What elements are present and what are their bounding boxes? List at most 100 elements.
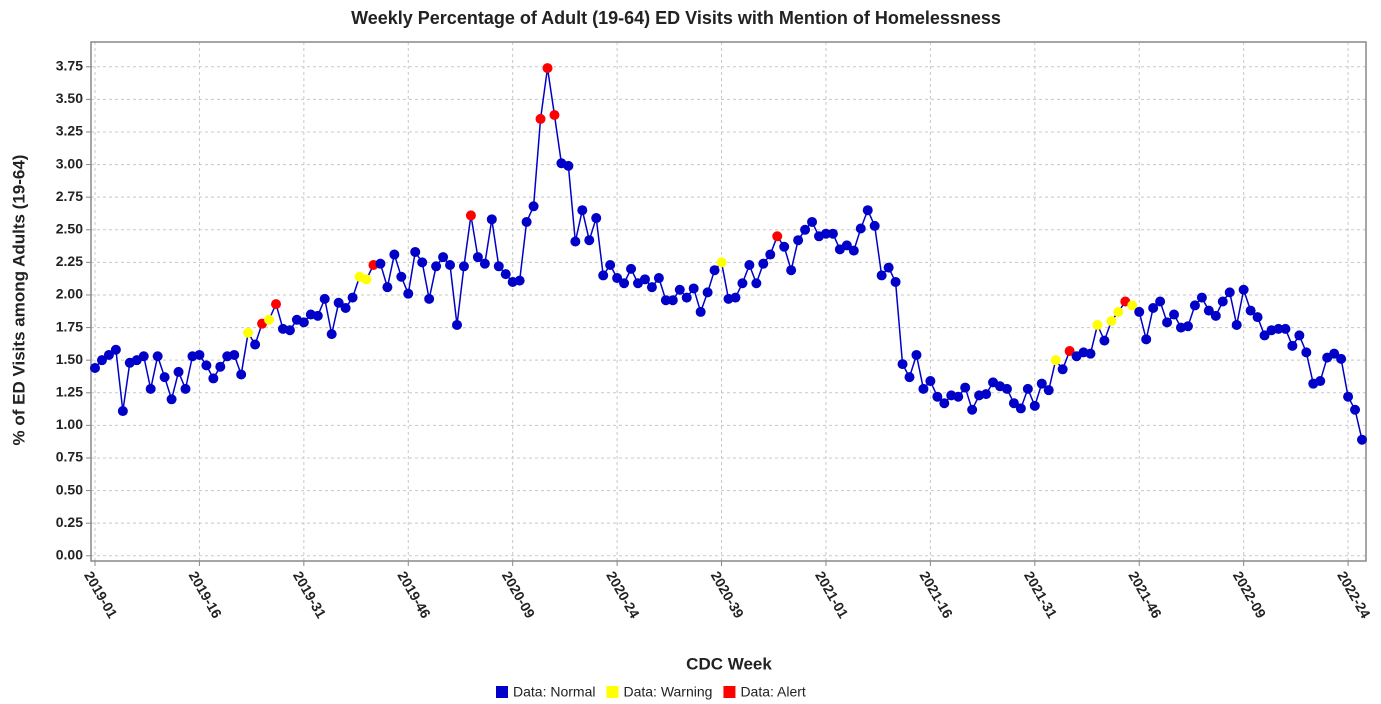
data-point	[1343, 391, 1354, 402]
data-point	[452, 319, 462, 330]
data-point	[159, 372, 170, 383]
series-line	[142, 356, 152, 390]
data-point	[424, 293, 435, 304]
data-point	[514, 275, 525, 286]
series-line	[484, 219, 493, 264]
series-line	[407, 251, 416, 294]
data-point	[1182, 321, 1193, 332]
data-point	[563, 160, 574, 171]
data-point	[820, 228, 831, 239]
data-point	[827, 228, 838, 239]
data-point	[772, 231, 783, 242]
series-line	[873, 225, 883, 276]
data-point	[215, 361, 226, 372]
data-point	[1134, 306, 1145, 317]
series-line	[421, 262, 430, 300]
data-point	[967, 404, 978, 415]
x-tick-label: 2021-31	[1021, 568, 1061, 621]
series-line	[122, 362, 131, 412]
data-point	[1245, 305, 1256, 316]
data-point	[1336, 353, 1347, 364]
data-point	[1036, 378, 1047, 389]
data-point	[500, 269, 511, 280]
x-tick-label: 2021-01	[812, 568, 852, 621]
y-axis-label: % of ED Visits among Adults (19-64)	[9, 155, 28, 446]
data-point	[702, 287, 713, 298]
data-point	[438, 252, 449, 263]
data-point	[841, 240, 852, 251]
data-point	[236, 369, 247, 380]
series-line	[574, 210, 584, 242]
y-tick-label: 1.50	[56, 351, 83, 367]
data-point	[1099, 335, 1110, 346]
data-point	[1350, 404, 1361, 415]
data-point	[667, 295, 678, 306]
data-point	[382, 282, 393, 293]
x-tick-label: 2020-24	[603, 568, 643, 621]
data-point	[1085, 348, 1096, 359]
data-point	[1008, 398, 1019, 409]
data-point	[1301, 347, 1312, 358]
y-tick-label: 0.00	[56, 546, 83, 562]
x-tick-label: 2022-09	[1230, 568, 1270, 621]
data-point	[445, 259, 456, 270]
y-tick-label: 3.50	[56, 90, 83, 106]
data-point	[250, 339, 261, 350]
data-point	[110, 344, 121, 355]
y-tick-label: 1.75	[56, 318, 83, 334]
data-point	[570, 236, 581, 247]
data-point	[605, 259, 616, 270]
data-point	[312, 310, 323, 321]
series-line	[330, 302, 340, 335]
data-point	[807, 216, 818, 227]
y-tick-label: 0.25	[56, 514, 83, 530]
data-point	[347, 292, 358, 303]
data-point	[779, 241, 790, 252]
data-point	[1022, 383, 1033, 394]
data-point	[417, 257, 428, 268]
data-point	[389, 249, 400, 260]
data-point	[535, 113, 546, 124]
legend-swatch	[723, 686, 736, 698]
data-point	[166, 394, 177, 405]
data-point	[688, 283, 699, 294]
data-point	[1162, 317, 1173, 328]
data-point	[1155, 296, 1166, 307]
data-point	[1217, 296, 1228, 307]
data-point	[869, 220, 880, 231]
data-point	[410, 246, 421, 257]
data-point	[653, 273, 664, 284]
series-line	[184, 356, 194, 390]
chart-title: Weekly Percentage of Adult (19-64) ED Vi…	[351, 8, 1001, 28]
series-line	[790, 240, 799, 271]
series-line	[581, 210, 590, 241]
data-point	[1092, 319, 1103, 330]
data-point	[639, 274, 650, 285]
data-point	[897, 359, 908, 370]
y-tick-label: 2.75	[56, 188, 83, 204]
data-point	[264, 314, 275, 325]
data-point	[528, 201, 539, 212]
data-point	[737, 278, 748, 289]
plot-frame	[90, 41, 1367, 562]
series-line	[428, 266, 437, 300]
data-point	[458, 261, 469, 272]
data-point	[695, 306, 706, 317]
data-point	[1050, 355, 1061, 366]
legend-swatch	[496, 686, 508, 698]
data-point	[646, 282, 657, 293]
data-point	[612, 273, 623, 284]
x-tick-label: 2019-31	[290, 568, 330, 621]
data-point	[284, 325, 295, 336]
series-line	[915, 354, 925, 390]
data-point	[1196, 292, 1207, 303]
data-point	[1064, 346, 1075, 357]
data-point	[403, 288, 414, 299]
data-point	[855, 223, 866, 234]
data-point	[103, 349, 114, 360]
x-tick-label: 2021-16	[917, 568, 957, 621]
series-line	[115, 349, 124, 412]
data-point	[862, 205, 873, 216]
data-point	[1280, 323, 1291, 334]
data-point	[932, 391, 943, 402]
